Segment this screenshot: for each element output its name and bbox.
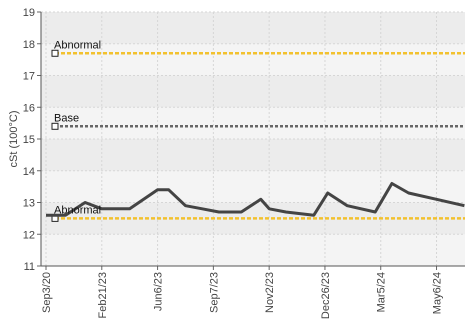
reference-lines xyxy=(51,49,465,222)
reference-line-marker xyxy=(51,49,59,57)
y-tick-label: 18 xyxy=(23,39,35,51)
reference-line-label: Base xyxy=(54,112,79,124)
y-tick-label: 14 xyxy=(23,166,35,178)
x-tick-label: Feb21/23 xyxy=(97,272,109,318)
grid-band xyxy=(41,75,465,108)
y-tick-label: 12 xyxy=(23,229,35,241)
x-tick-label: Sep7/23 xyxy=(208,272,220,313)
x-tick-label: Sep3/20 xyxy=(41,272,53,313)
reference-line-label: Abnormal xyxy=(54,204,101,216)
x-tick-label: Dec26/23 xyxy=(320,272,332,319)
grid-band xyxy=(41,12,465,44)
y-tick-label: 11 xyxy=(24,261,35,273)
y-tick-label: 19 xyxy=(23,7,35,19)
reference-line-marker xyxy=(51,122,59,130)
x-tick-label: Mar5/24 xyxy=(376,272,388,312)
series-line xyxy=(46,182,465,217)
y-axis-title: cSt (100°C) xyxy=(8,111,20,168)
labels-layer: 11 12 13 14 15 16 17 18 19 Sep3/20 Feb21/23 Jun6/23… xyxy=(8,7,444,319)
x-tick-label: Nov2/23 xyxy=(264,272,276,313)
y-tick-label: 13 xyxy=(23,198,35,210)
reference-line-label: Abnormal xyxy=(54,39,101,51)
x-tick-label: May6/24 xyxy=(432,272,444,314)
y-tick-label: 15 xyxy=(23,134,35,146)
y-tick-label: 17 xyxy=(23,71,35,83)
axes-layer xyxy=(37,11,465,270)
x-tick-label: Jun6/23 xyxy=(153,272,165,311)
grid-band xyxy=(41,139,465,171)
y-tick-label: 16 xyxy=(23,102,35,114)
series-layer xyxy=(46,182,465,217)
